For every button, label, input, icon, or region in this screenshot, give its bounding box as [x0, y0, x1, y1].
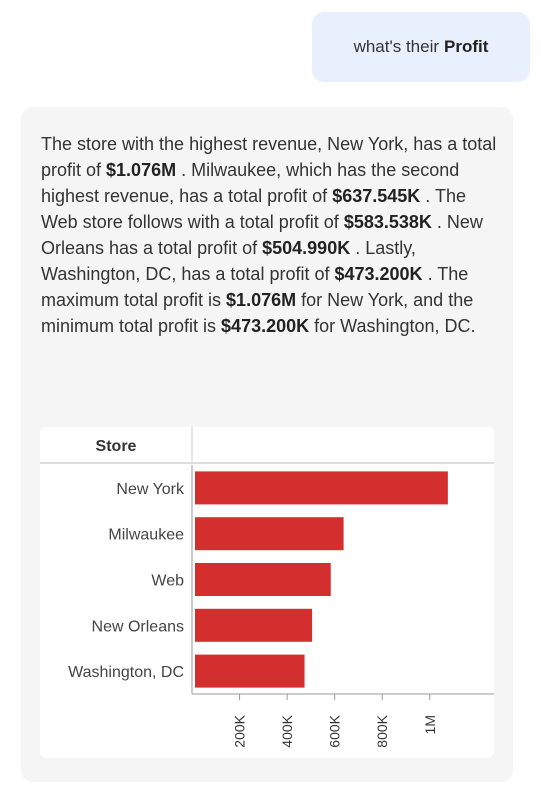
category-label: New Orleans	[92, 618, 184, 635]
profit-bar-chart: Store New York Milwaukee Web New Orleans Wash…	[40, 427, 494, 758]
x-tick-label: 400K	[279, 714, 295, 747]
answer-text-segment: The store with the highest revenue, New …	[41, 134, 497, 180]
user-message-bubble: what's their Profit	[312, 12, 530, 82]
answer-text-segment: . The maximum total profit is	[41, 264, 469, 310]
category-label: Milwaukee	[108, 527, 184, 544]
bar-milwaukee	[195, 517, 344, 551]
bar-web	[195, 563, 331, 596]
bar-new-orleans	[195, 608, 313, 642]
answer-value-bold: $583.538K	[343, 212, 432, 232]
x-tick-label: 600K	[327, 714, 343, 747]
answer-text-segment: . Milwaukee, which has the second highes…	[41, 160, 460, 206]
category-label: New York	[116, 481, 185, 498]
assistant-message-card: The store with the highest revenue, New …	[21, 107, 513, 782]
answer-text-segment: . New Orleans has a total profit of	[41, 212, 483, 258]
x-tick-label: 800K	[374, 714, 390, 747]
user-message-text: what's their	[353, 37, 440, 56]
answer-text-segment: for Washington, DC.	[309, 316, 476, 336]
answer-value-bold: $637.545K	[332, 186, 421, 206]
category-label: Web	[151, 573, 184, 590]
x-tick-label: 200K	[232, 714, 248, 747]
answer-value-bold: $473.200K	[221, 316, 310, 336]
bar-new-york	[195, 471, 448, 505]
answer-value-bold: $1.076M	[226, 290, 297, 310]
answer-value-bold: $473.200K	[334, 264, 423, 284]
answer-value-bold: $504.990K	[262, 238, 351, 258]
answer-text-segment: . The Web store follows with a total pro…	[41, 186, 466, 232]
x-tick-label: 1M	[422, 715, 438, 734]
answer-text-segment: . Lastly, Washington, DC, has a total pr…	[41, 238, 416, 284]
y-axis-title: Store	[96, 438, 137, 455]
category-label: Washington, DC	[68, 664, 184, 681]
assistant-answer-text: The store with the highest revenue, New …	[41, 131, 501, 339]
answer-value-bold: $1.076M	[106, 160, 177, 180]
user-message-bold: Profit	[444, 37, 489, 56]
chart-svg: Store New York Milwaukee Web New Orleans Wash…	[40, 427, 494, 748]
answer-text-segment: for New York, and the minimum total prof…	[41, 290, 474, 336]
bar-washington-dc	[195, 654, 305, 688]
